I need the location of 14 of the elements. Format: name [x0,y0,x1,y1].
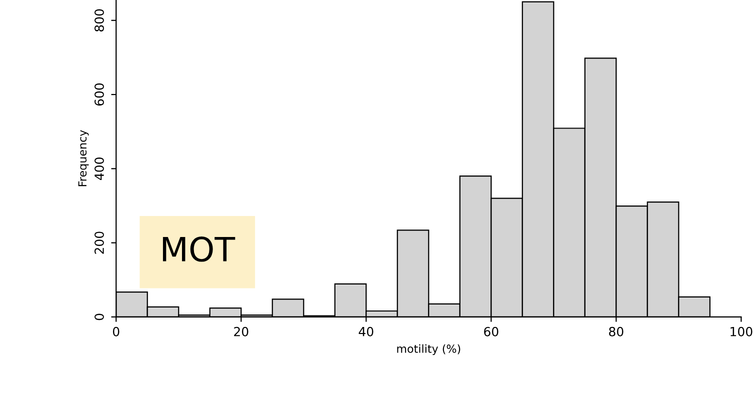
x-tick-label: 20 [234,326,248,336]
y-tick-label: 800 [94,9,104,32]
x-tick-label: 60 [484,326,498,336]
y-tick-label: 600 [94,83,104,106]
x-tick-label: 0 [112,326,120,336]
annotation: MOT [162,236,236,262]
y-tick-label: 0 [94,314,104,320]
x-tick-label: 100 [730,326,752,336]
x-axis-title: motility (%) [397,344,460,356]
x-tick-label: 80 [609,326,624,336]
x-tick-label: 40 [358,326,374,336]
y-tick-label: 200 [94,232,104,254]
y-axis-title: Frequency [78,130,89,186]
y-tick-label: 400 [94,158,104,180]
